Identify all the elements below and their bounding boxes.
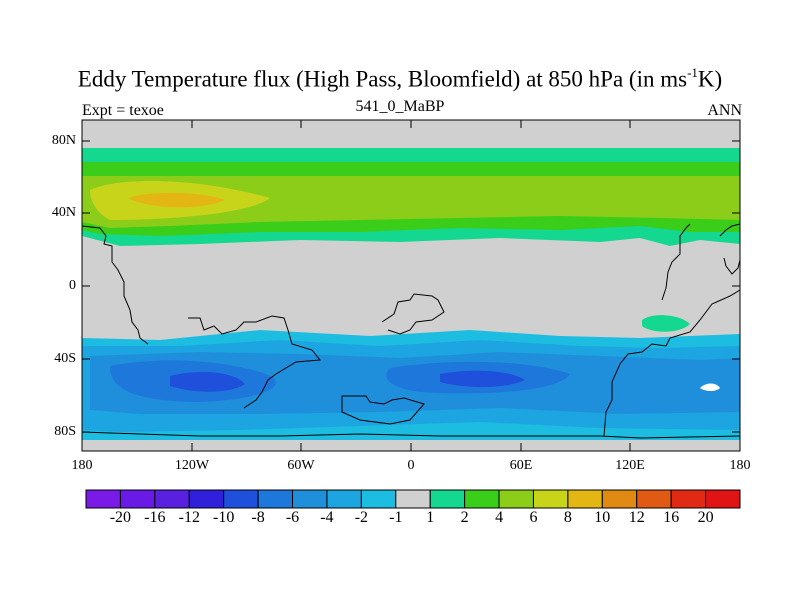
- colorbar-label: 6: [529, 509, 538, 526]
- map-field: [82, 120, 740, 451]
- sh-band-blue-4: [170, 370, 525, 392]
- lon-label-180w: 180: [71, 458, 93, 473]
- colorbar-label: -2: [354, 509, 369, 526]
- colorbar-label: -6: [285, 509, 300, 526]
- coast-asia-east: [719, 223, 741, 237]
- colorbar-label: 16: [663, 509, 680, 526]
- colorbar-swatch: [292, 489, 328, 509]
- colorbar-swatch: [188, 489, 225, 509]
- lat-label-80s: 80S: [54, 424, 76, 439]
- coast-antarctica-ice: [341, 395, 425, 425]
- colorbar-label: 4: [495, 509, 504, 526]
- colorbar-swatch: [464, 489, 500, 509]
- title-superscript: -1: [687, 65, 698, 80]
- nh-band-orange: [128, 192, 225, 208]
- lat-label-eq: 0: [69, 278, 76, 293]
- colorbar-swatch: [395, 489, 431, 509]
- coast-north-america: [81, 225, 149, 345]
- nh-band-yellowgreen: [82, 176, 740, 228]
- colorbar-label: 12: [628, 509, 645, 526]
- colorbar-label: 1: [426, 509, 435, 526]
- title-suffix: K): [697, 66, 723, 92]
- colorbar-swatch: [601, 489, 638, 509]
- colorbar-label: 8: [563, 509, 572, 526]
- colorbar-swatch: [429, 489, 466, 509]
- colorbar-swatch: [119, 489, 156, 509]
- colorbar-label: -10: [213, 509, 235, 526]
- colorbar-swatch: [532, 489, 569, 509]
- colorbar-swatch: [85, 489, 121, 509]
- colorbar-swatch: [223, 489, 259, 509]
- colorbar-swatch: [360, 489, 397, 509]
- wpac-green-patch: [642, 315, 690, 332]
- colorbar-label: -4: [320, 509, 334, 526]
- season-label: ANN: [707, 102, 742, 119]
- lon-label-120w: 120W: [174, 458, 210, 473]
- lon-label-0: 0: [407, 458, 415, 473]
- colorbar-swatch: [498, 489, 534, 509]
- coast-islands: [723, 257, 741, 275]
- lon-label-60w: 60W: [287, 458, 315, 473]
- colorbar-label: -8: [251, 509, 265, 526]
- colorbar-label: -20: [109, 509, 132, 526]
- experiment-label: Expt = texoe: [82, 102, 164, 119]
- lat-label-40s: 40S: [54, 351, 76, 366]
- lon-label-60e: 60E: [509, 458, 533, 473]
- colorbar-swatch: [257, 489, 294, 509]
- lon-label-180e: 180: [729, 458, 751, 473]
- colorbar-swatch: [670, 489, 707, 509]
- sh-band-blue-3: [110, 360, 570, 402]
- coast-west-pacific: [661, 223, 691, 301]
- colorbar-label: -16: [144, 509, 166, 526]
- coast-antarctic-edge: [81, 431, 741, 439]
- colorbar-swatch: [154, 489, 190, 509]
- colorbar-label: -1: [389, 509, 403, 526]
- coastlines: [81, 223, 741, 439]
- colorbar-swatch: [326, 489, 362, 509]
- colorbar-label: -12: [178, 509, 200, 526]
- plot-title: Eddy Temperature flux (High Pass, Bloomf…: [0, 65, 800, 93]
- colorbar-label: 2: [460, 509, 469, 526]
- title-main: Eddy Temperature flux (High Pass, Bloomf…: [77, 66, 688, 92]
- colorbar-label: 10: [594, 509, 611, 526]
- colorbar-label: 20: [697, 509, 714, 526]
- coast-africa: [381, 293, 445, 335]
- colorbar: [85, 489, 741, 509]
- colorbar-swatch: [705, 489, 741, 509]
- sh-white-spot: [700, 383, 720, 391]
- center-subtitle: 541_0_MaBP: [355, 98, 445, 115]
- axis-ticks: [82, 120, 740, 451]
- lat-label-80n: 80N: [51, 133, 76, 148]
- coast-south-america: [188, 315, 321, 409]
- colorbar-swatch: [636, 489, 672, 509]
- coast-indian: [603, 289, 741, 437]
- lat-label-40n: 40N: [51, 205, 76, 220]
- colorbar-swatch: [567, 489, 603, 509]
- lon-label-120e: 120E: [615, 458, 645, 473]
